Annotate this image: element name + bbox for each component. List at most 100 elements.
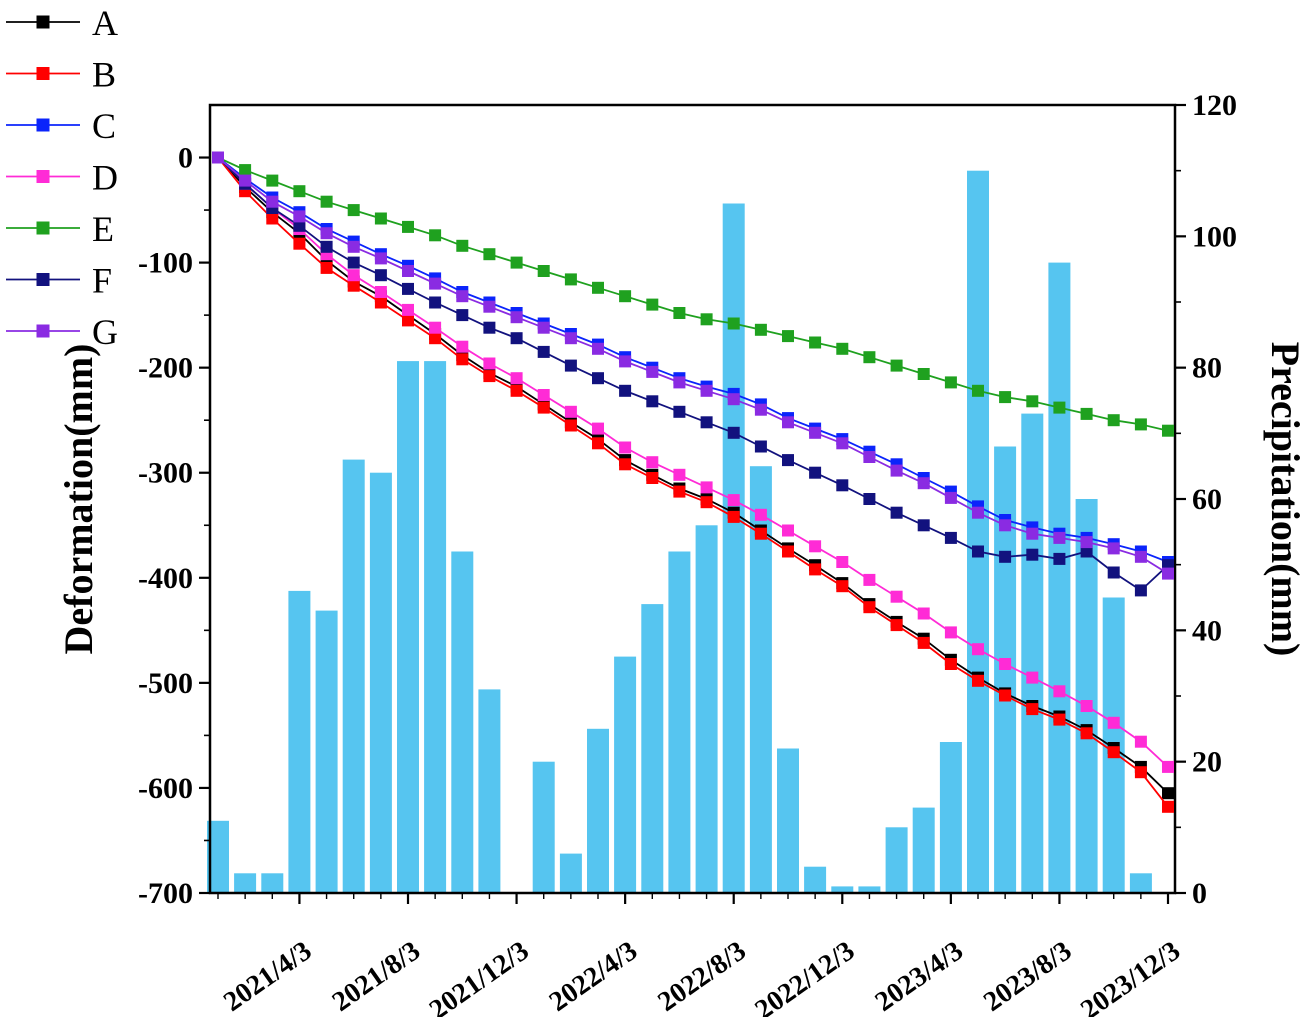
series-F-marker [754,440,767,453]
series-B-marker [483,370,496,383]
series-F-marker [592,372,604,385]
legend-marker [36,118,50,132]
series-D-marker [1134,735,1147,748]
series-G-marker [1080,536,1093,549]
series-G-marker [972,506,984,519]
left-tick-label: -500 [138,667,193,700]
series-E-marker [863,351,876,364]
series-B-marker [809,563,822,576]
precip-bar [315,610,338,893]
series-B-marker [782,545,794,558]
series-B-marker [917,636,930,649]
precip-bar [668,551,691,893]
series-D-marker [1107,716,1120,729]
precip-bar [641,604,664,893]
series-E-marker [700,313,713,326]
series-E-marker [754,323,767,336]
precipitation-bars [207,170,1152,894]
x-tick-label: 2022/8/3 [652,935,751,1017]
series-F-marker [1080,545,1093,558]
series-F-marker [374,269,387,282]
series-E-marker [1107,414,1120,427]
series-B-marker [320,261,333,274]
x-tick-label: 2022/4/3 [544,935,643,1017]
series-D-marker [673,468,686,481]
precip-bar [967,170,989,893]
series-F-marker [727,426,740,439]
series-G-marker [646,365,659,378]
series-B-marker [510,384,523,397]
precip-bar [559,853,582,893]
series-G-marker [293,210,306,223]
series-D-marker [456,340,469,353]
series-G-marker [537,321,550,334]
precip-bar [261,873,284,893]
precip-bar [912,807,935,893]
precip-bar [885,827,908,893]
series-B-marker [944,658,957,670]
legend-item-F: F [6,261,112,301]
series-G-marker [809,426,822,439]
series-G-marker [402,265,414,277]
series-B-marker [972,674,984,687]
series-B-marker [456,353,469,366]
series-F-marker [972,545,984,558]
series-B [212,151,1174,813]
series-B-marker [266,212,279,225]
precip-bar [288,590,311,893]
right-tick-label: 100 [1192,220,1237,253]
series-G-marker [429,277,442,290]
right-tick-label: 60 [1192,483,1222,516]
series-F-marker [646,395,659,408]
legend-marker [36,170,50,183]
legend-marker [36,273,50,286]
series-A-marker [1162,787,1174,800]
series-F-marker [999,550,1012,563]
deformation-series [212,151,1174,813]
series-G-marker [510,311,523,324]
series-E-marker [890,359,903,372]
left-tick-label: 0 [178,142,193,175]
left-axis-title: Deformation(mm) [56,344,101,655]
series-G-marker [700,384,713,397]
precip-bar [207,820,229,893]
legend-item-D: D [6,158,118,198]
series-B-marker [1080,727,1093,740]
series-G-marker [483,300,496,313]
series-B-marker [402,314,414,327]
series-D-marker [646,456,659,469]
legend-marker [36,324,50,338]
series-G-marker [999,519,1012,532]
precip-bar [234,873,257,893]
series-F-marker [537,345,550,358]
series-E-marker [809,336,822,349]
series-G-marker [890,464,903,477]
series-B-marker [890,619,903,632]
series-B-marker [619,458,632,471]
series-B-marker [727,510,740,523]
right-tick-label: 120 [1192,89,1237,122]
series-E-marker [917,368,930,380]
series-D-marker [972,643,984,656]
precip-bar [695,525,718,893]
series-D-marker [374,286,387,298]
series-D-marker [619,441,632,454]
series-E-marker [1053,401,1066,414]
series-G-marker [944,491,957,504]
precip-bar [939,742,962,893]
series-B-marker [1107,746,1120,759]
series-E-marker [320,195,333,208]
series-E-marker [374,212,387,225]
right-tick-label: 80 [1192,352,1222,385]
series-F-marker [456,309,469,322]
legend-item-C: C [6,106,116,146]
legend-label: F [92,261,112,301]
right-tick-label: 20 [1192,746,1222,779]
series-E-marker [1162,424,1174,437]
series-B-marker [754,527,767,540]
series-F-marker [944,531,957,544]
legend-label: D [92,158,118,198]
series-D-marker [510,372,523,385]
series-E-marker [266,174,279,187]
